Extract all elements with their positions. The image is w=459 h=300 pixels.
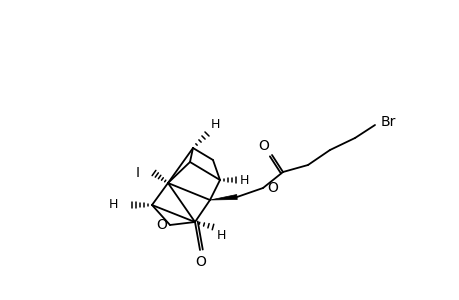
Text: H: H: [240, 173, 249, 187]
Text: O: O: [156, 218, 167, 232]
Text: O: O: [195, 255, 206, 269]
Text: H: H: [211, 118, 220, 131]
Text: O: O: [257, 139, 269, 153]
Text: H: H: [108, 199, 118, 212]
Text: Br: Br: [380, 115, 396, 129]
Text: I: I: [136, 166, 140, 180]
Polygon shape: [210, 194, 237, 200]
Text: H: H: [217, 229, 226, 242]
Text: O: O: [266, 181, 277, 195]
